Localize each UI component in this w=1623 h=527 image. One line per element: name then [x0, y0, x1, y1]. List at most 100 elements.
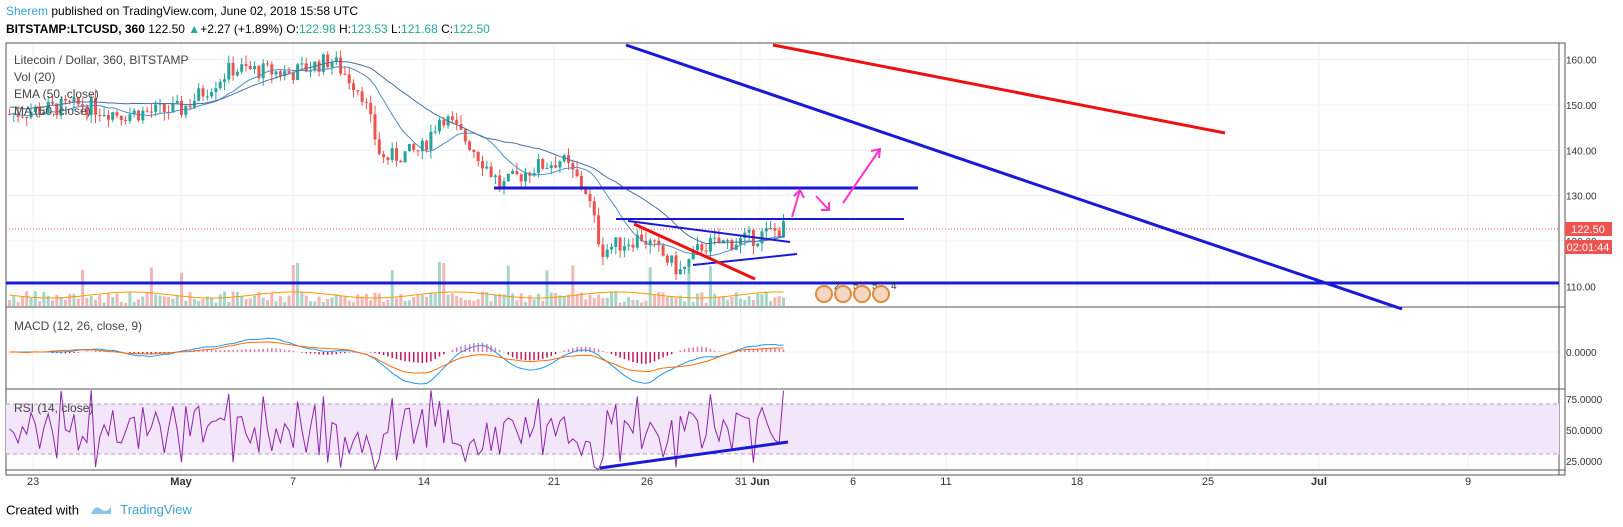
candle-body	[524, 172, 527, 182]
tradingview-link[interactable]: TradingView	[120, 502, 192, 518]
volume-bar	[55, 294, 59, 306]
volume-bar	[128, 291, 132, 306]
volume-bar	[382, 301, 386, 306]
volume-bar	[730, 296, 734, 306]
candle-body	[248, 65, 252, 70]
volume-bar	[248, 298, 252, 306]
event-flag-icon[interactable]	[834, 285, 852, 303]
high-label: H:	[338, 22, 351, 36]
volume-bar	[81, 269, 85, 306]
candle-body	[162, 103, 166, 112]
volume-bar	[158, 295, 162, 306]
volume-bar	[145, 292, 149, 306]
candle-body	[605, 249, 609, 257]
volume-bar	[751, 300, 755, 306]
last-price: 122.50	[148, 22, 185, 36]
candle-body	[291, 73, 295, 81]
volume-bar	[137, 299, 140, 306]
volume-bar	[124, 302, 128, 306]
volume-bar	[111, 297, 115, 306]
volume-bar	[171, 298, 175, 306]
wedge-lower[interactable]	[692, 253, 798, 266]
candle-body	[670, 255, 674, 263]
trendline-long-blue[interactable]	[625, 43, 1403, 311]
moving-averages	[9, 60, 784, 257]
open-label: O:	[286, 22, 299, 36]
volume-bar	[197, 301, 201, 306]
time-tick-label: May	[170, 476, 192, 488]
author-link[interactable]: Sherem	[6, 4, 49, 18]
candle-body	[399, 160, 403, 163]
volume-bar	[739, 298, 742, 306]
tradingview-logo-icon[interactable]	[89, 502, 113, 520]
volume-bar	[29, 297, 33, 306]
signal-line	[9, 341, 784, 374]
volume-bar	[38, 301, 42, 306]
volume-bar	[670, 296, 674, 306]
volume-bar	[98, 295, 102, 306]
volume-bar	[291, 264, 295, 306]
event-markers[interactable]: 2 5 5 4	[815, 281, 897, 303]
candle-body	[653, 240, 656, 242]
rsi-divergence-line[interactable]	[599, 440, 789, 470]
event-flag-icon[interactable]	[872, 285, 890, 303]
volume-bar	[253, 295, 257, 306]
volume-bar	[360, 296, 364, 306]
candle-body	[489, 166, 493, 178]
volume-bar	[51, 300, 54, 306]
volume-bar	[429, 292, 433, 306]
candle-body	[622, 246, 626, 251]
event-flag-icon[interactable]	[815, 285, 833, 303]
drawings[interactable]	[6, 43, 1559, 470]
volume-bar	[459, 297, 463, 306]
downtrend-red[interactable]	[633, 222, 756, 281]
volume-bar	[579, 292, 583, 306]
candle-body	[407, 144, 411, 152]
volume-bar	[257, 291, 261, 306]
projection-arrows[interactable]	[791, 147, 882, 218]
candle-body	[278, 71, 282, 76]
volume-bar	[502, 294, 506, 306]
candle-body	[412, 144, 416, 151]
arrow-down[interactable]	[815, 195, 830, 211]
candle-body	[326, 54, 330, 68]
volume-bar	[506, 265, 510, 306]
trendline-long-red[interactable]	[772, 43, 1226, 135]
candle-body	[532, 173, 536, 176]
volume-bar	[567, 294, 570, 306]
candle-body	[197, 88, 201, 101]
volume-bar	[721, 296, 725, 306]
volume-bar	[700, 292, 704, 306]
wedge-upper[interactable]	[627, 220, 791, 243]
volume-bar	[764, 291, 768, 306]
volume-bar	[691, 301, 695, 306]
event-flag-icon[interactable]	[853, 285, 871, 303]
rsi-pane	[9, 390, 784, 472]
time-tick-label: 6	[850, 476, 856, 488]
volume-bar	[618, 302, 622, 306]
arrow-up-1[interactable]	[791, 189, 801, 218]
candle-body	[42, 111, 46, 115]
candle-body	[640, 234, 644, 242]
candle-body	[554, 165, 558, 168]
volume-bar	[717, 297, 721, 306]
volume-bar	[665, 296, 669, 306]
volume-bar	[283, 301, 287, 306]
arrow-up-2[interactable]	[842, 148, 881, 204]
candle-body	[188, 105, 192, 108]
volume-bar	[373, 292, 377, 306]
time-tick-label: 31	[735, 476, 747, 488]
candle-body	[575, 169, 579, 176]
time-tick-label: 21	[548, 476, 560, 488]
volume-bar	[188, 292, 192, 306]
volume-bar	[395, 298, 398, 306]
volume-bar	[661, 292, 665, 306]
candle-body	[713, 237, 717, 239]
volume-bar	[94, 299, 97, 306]
volume-bar	[167, 296, 171, 306]
candle-body	[63, 99, 67, 101]
volume-bar	[511, 293, 515, 306]
volume-bar	[519, 293, 523, 306]
volume-bar	[541, 300, 545, 306]
